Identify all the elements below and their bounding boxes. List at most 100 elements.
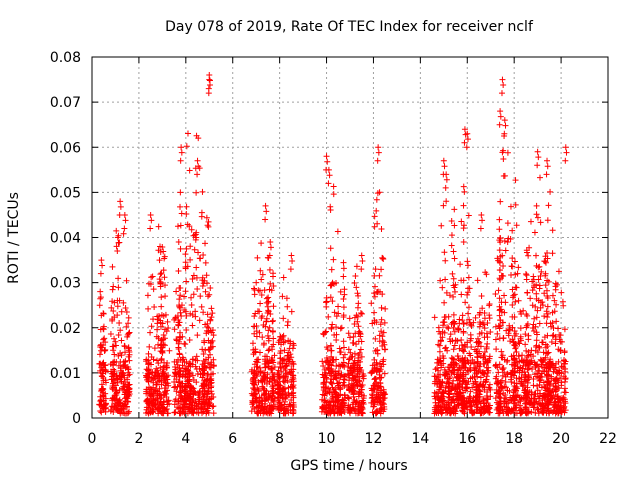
- data-point: [172, 383, 179, 390]
- data-point: [206, 76, 213, 83]
- x-tick-label: 4: [181, 431, 190, 447]
- data-point: [335, 310, 342, 317]
- data-point: [547, 188, 554, 195]
- data-point: [157, 248, 164, 255]
- data-point: [266, 324, 273, 331]
- data-point: [285, 349, 292, 356]
- data-point: [330, 256, 337, 263]
- data-point: [179, 362, 186, 369]
- data-point: [192, 402, 199, 409]
- data-point: [198, 410, 205, 417]
- data-point: [121, 211, 128, 218]
- data-point: [267, 239, 274, 246]
- data-point: [536, 381, 543, 388]
- data-point: [447, 331, 454, 338]
- x-tick-label: 6: [228, 431, 237, 447]
- axis-ticks: 0 2 4 6 8 10 12 14 16 18 20 22 0 0.01 0.02 0.03 0.04 0.05…: [50, 50, 617, 447]
- data-point: [552, 340, 559, 347]
- data-point: [512, 284, 519, 291]
- data-point: [284, 371, 291, 378]
- data-point: [374, 365, 381, 372]
- data-point: [501, 356, 508, 363]
- data-point: [496, 259, 503, 266]
- data-point: [435, 374, 442, 381]
- data-point: [158, 357, 165, 364]
- data-point: [524, 312, 531, 319]
- data-point: [510, 397, 517, 404]
- data-point: [248, 408, 255, 415]
- data-point: [253, 333, 260, 340]
- data-point: [518, 380, 525, 387]
- data-point: [263, 387, 270, 394]
- data-point: [261, 400, 268, 407]
- data-point: [551, 308, 558, 315]
- data-point: [121, 362, 128, 369]
- data-point: [191, 246, 198, 253]
- data-point: [534, 148, 541, 155]
- data-point: [552, 386, 559, 393]
- data-point: [450, 311, 457, 318]
- data-point: [172, 363, 179, 370]
- data-point: [501, 117, 508, 124]
- data-point: [126, 371, 133, 378]
- data-point: [486, 385, 493, 392]
- data-point: [527, 399, 534, 406]
- data-point: [539, 402, 546, 409]
- data-point: [561, 385, 568, 392]
- data-point: [182, 288, 189, 295]
- data-point: [442, 344, 449, 351]
- data-point: [143, 358, 150, 365]
- data-point: [207, 284, 214, 291]
- data-point: [550, 362, 557, 369]
- data-point: [289, 358, 296, 365]
- data-point: [281, 379, 288, 386]
- data-point: [190, 390, 197, 397]
- data-point: [205, 218, 212, 225]
- data-point: [182, 251, 189, 258]
- data-point: [102, 390, 109, 397]
- data-point: [152, 369, 159, 376]
- data-point: [504, 220, 511, 227]
- data-point: [372, 335, 379, 342]
- data-point: [190, 291, 197, 298]
- data-point: [544, 255, 551, 262]
- data-point: [450, 369, 457, 376]
- data-point: [371, 361, 378, 368]
- data-point: [205, 381, 212, 388]
- data-point: [148, 217, 155, 224]
- data-point: [172, 396, 179, 403]
- data-point: [123, 277, 130, 284]
- data-point: [319, 371, 326, 378]
- data-point: [536, 320, 543, 327]
- data-point: [544, 250, 551, 257]
- data-point: [443, 198, 450, 205]
- data-point: [509, 324, 516, 331]
- data-point: [160, 398, 167, 405]
- data-point: [326, 172, 333, 179]
- data-point: [548, 375, 555, 382]
- data-point: [200, 280, 207, 287]
- data-point: [190, 272, 197, 279]
- data-point: [280, 274, 287, 281]
- data-point: [187, 256, 194, 263]
- data-point: [541, 334, 548, 341]
- data-point: [468, 335, 475, 342]
- data-point: [562, 407, 569, 414]
- x-tick-label: 0: [88, 431, 97, 447]
- data-point: [280, 315, 287, 322]
- data-point: [148, 274, 155, 281]
- data-point: [322, 329, 329, 336]
- data-point: [197, 293, 204, 300]
- data-point: [522, 404, 529, 411]
- y-tick-label: 0.05: [50, 185, 81, 201]
- data-point: [322, 384, 329, 391]
- data-point: [512, 387, 519, 394]
- data-point: [501, 130, 508, 137]
- data-point: [182, 265, 189, 272]
- data-point: [193, 132, 200, 139]
- data-point: [113, 243, 120, 250]
- data-point: [346, 356, 353, 363]
- data-point: [507, 203, 514, 210]
- data-point: [271, 352, 278, 359]
- data-point: [96, 351, 103, 358]
